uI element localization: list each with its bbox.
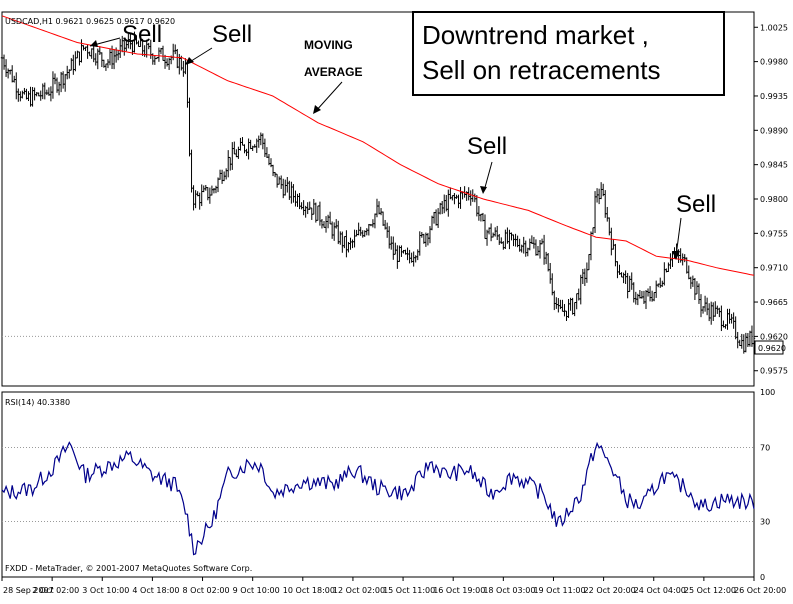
sell-arrow-3 bbox=[483, 161, 493, 192]
rsi-axis: 100 70 30 0 bbox=[760, 388, 775, 582]
copyright-footer: FXDD - MetaTrader, © 2001-2007 MetaQuote… bbox=[5, 564, 252, 573]
sell-arrowhead-3 bbox=[480, 186, 487, 194]
time-tick-label: 28 Sep 2007 bbox=[3, 586, 54, 595]
sell-arrowhead-4 bbox=[672, 251, 680, 260]
moving-average-label-1: MOVING bbox=[304, 38, 353, 52]
price-tick-label: 0.9710 bbox=[760, 264, 788, 273]
rsi-tick-label: 30 bbox=[760, 518, 770, 527]
price-tick-label: 0.9755 bbox=[760, 229, 788, 238]
time-tick-label: 9 Oct 10:00 bbox=[233, 586, 280, 595]
price-tick-label: 0.9980 bbox=[760, 58, 788, 67]
rsi-panel-frame bbox=[1, 391, 755, 578]
title-line-2: Sell on retracements bbox=[422, 55, 660, 85]
time-tick-label: 12 Oct 02:00 bbox=[333, 586, 385, 595]
time-tick-label: 15 Oct 11:00 bbox=[383, 586, 435, 595]
current-price-label: 0.9620 bbox=[758, 344, 786, 353]
sell-arrowhead-2 bbox=[185, 57, 194, 65]
time-tick-label: 18 Oct 03:00 bbox=[483, 586, 535, 595]
rsi-label: RSI(14) 40.3380 bbox=[5, 398, 70, 407]
rsi-tick-label: 0 bbox=[760, 573, 765, 582]
rsi-tick-label: 70 bbox=[760, 444, 770, 453]
price-tick-label: 0.9890 bbox=[760, 126, 788, 135]
moving-average-line bbox=[1, 15, 755, 276]
time-tick-label: 22 Oct 20:00 bbox=[584, 586, 636, 595]
moving-average-arrow bbox=[314, 81, 343, 113]
sell-annotation-1: Sell bbox=[122, 21, 162, 48]
sell-arrow-4 bbox=[675, 217, 682, 257]
price-bars bbox=[0, 31, 756, 354]
price-tick-label: 0.9575 bbox=[760, 367, 788, 376]
price-tick-label: 0.9800 bbox=[760, 195, 788, 204]
rsi-line bbox=[1, 441, 755, 556]
rsi-tick-label: 100 bbox=[760, 388, 775, 397]
price-tick-label: 0.9845 bbox=[760, 161, 788, 170]
price-tick-label: 0.9935 bbox=[760, 92, 788, 101]
sell-annotation-3: Sell bbox=[467, 133, 507, 160]
price-axis: 1.0025 0.9980 0.9935 0.9890 0.9845 0.9800 0.97… bbox=[754, 23, 788, 376]
time-tick-label: 10 Oct 18:00 bbox=[283, 586, 335, 595]
time-tick-label: 3 Oct 10:00 bbox=[82, 586, 129, 595]
time-tick-label: 24 Oct 04:00 bbox=[634, 586, 686, 595]
time-tick-label: 26 Oct 20:00 bbox=[734, 586, 786, 595]
price-tick-label: 0.9665 bbox=[760, 298, 788, 307]
time-tick-label: 19 Oct 11:00 bbox=[533, 586, 585, 595]
time-tick-label: 4 Oct 18:00 bbox=[132, 586, 179, 595]
moving-average-label-2: AVERAGE bbox=[304, 65, 362, 79]
sell-arrowhead-1 bbox=[90, 40, 98, 47]
time-tick-label: 2 Oct 02:00 bbox=[32, 586, 79, 595]
title-line-1: Downtrend market , bbox=[422, 20, 649, 50]
sell-annotation-4: Sell bbox=[676, 191, 716, 218]
price-tick-label: 1.0025 bbox=[760, 23, 788, 32]
symbol-label: USDCAD,H1 0.9621 0.9625 0.9617 0.9620 bbox=[5, 17, 175, 26]
current-price-box bbox=[754, 340, 784, 355]
sell-annotation-2: Sell bbox=[212, 21, 252, 48]
time-tick-label: 25 Oct 12:00 bbox=[684, 586, 736, 595]
moving-average-arrowhead bbox=[313, 105, 321, 114]
price-tick-label: 0.9620 bbox=[760, 332, 788, 341]
time-tick-label: 16 Oct 19:00 bbox=[433, 586, 485, 595]
time-tick-label: 8 Oct 02:00 bbox=[183, 586, 230, 595]
title-box bbox=[412, 11, 725, 96]
